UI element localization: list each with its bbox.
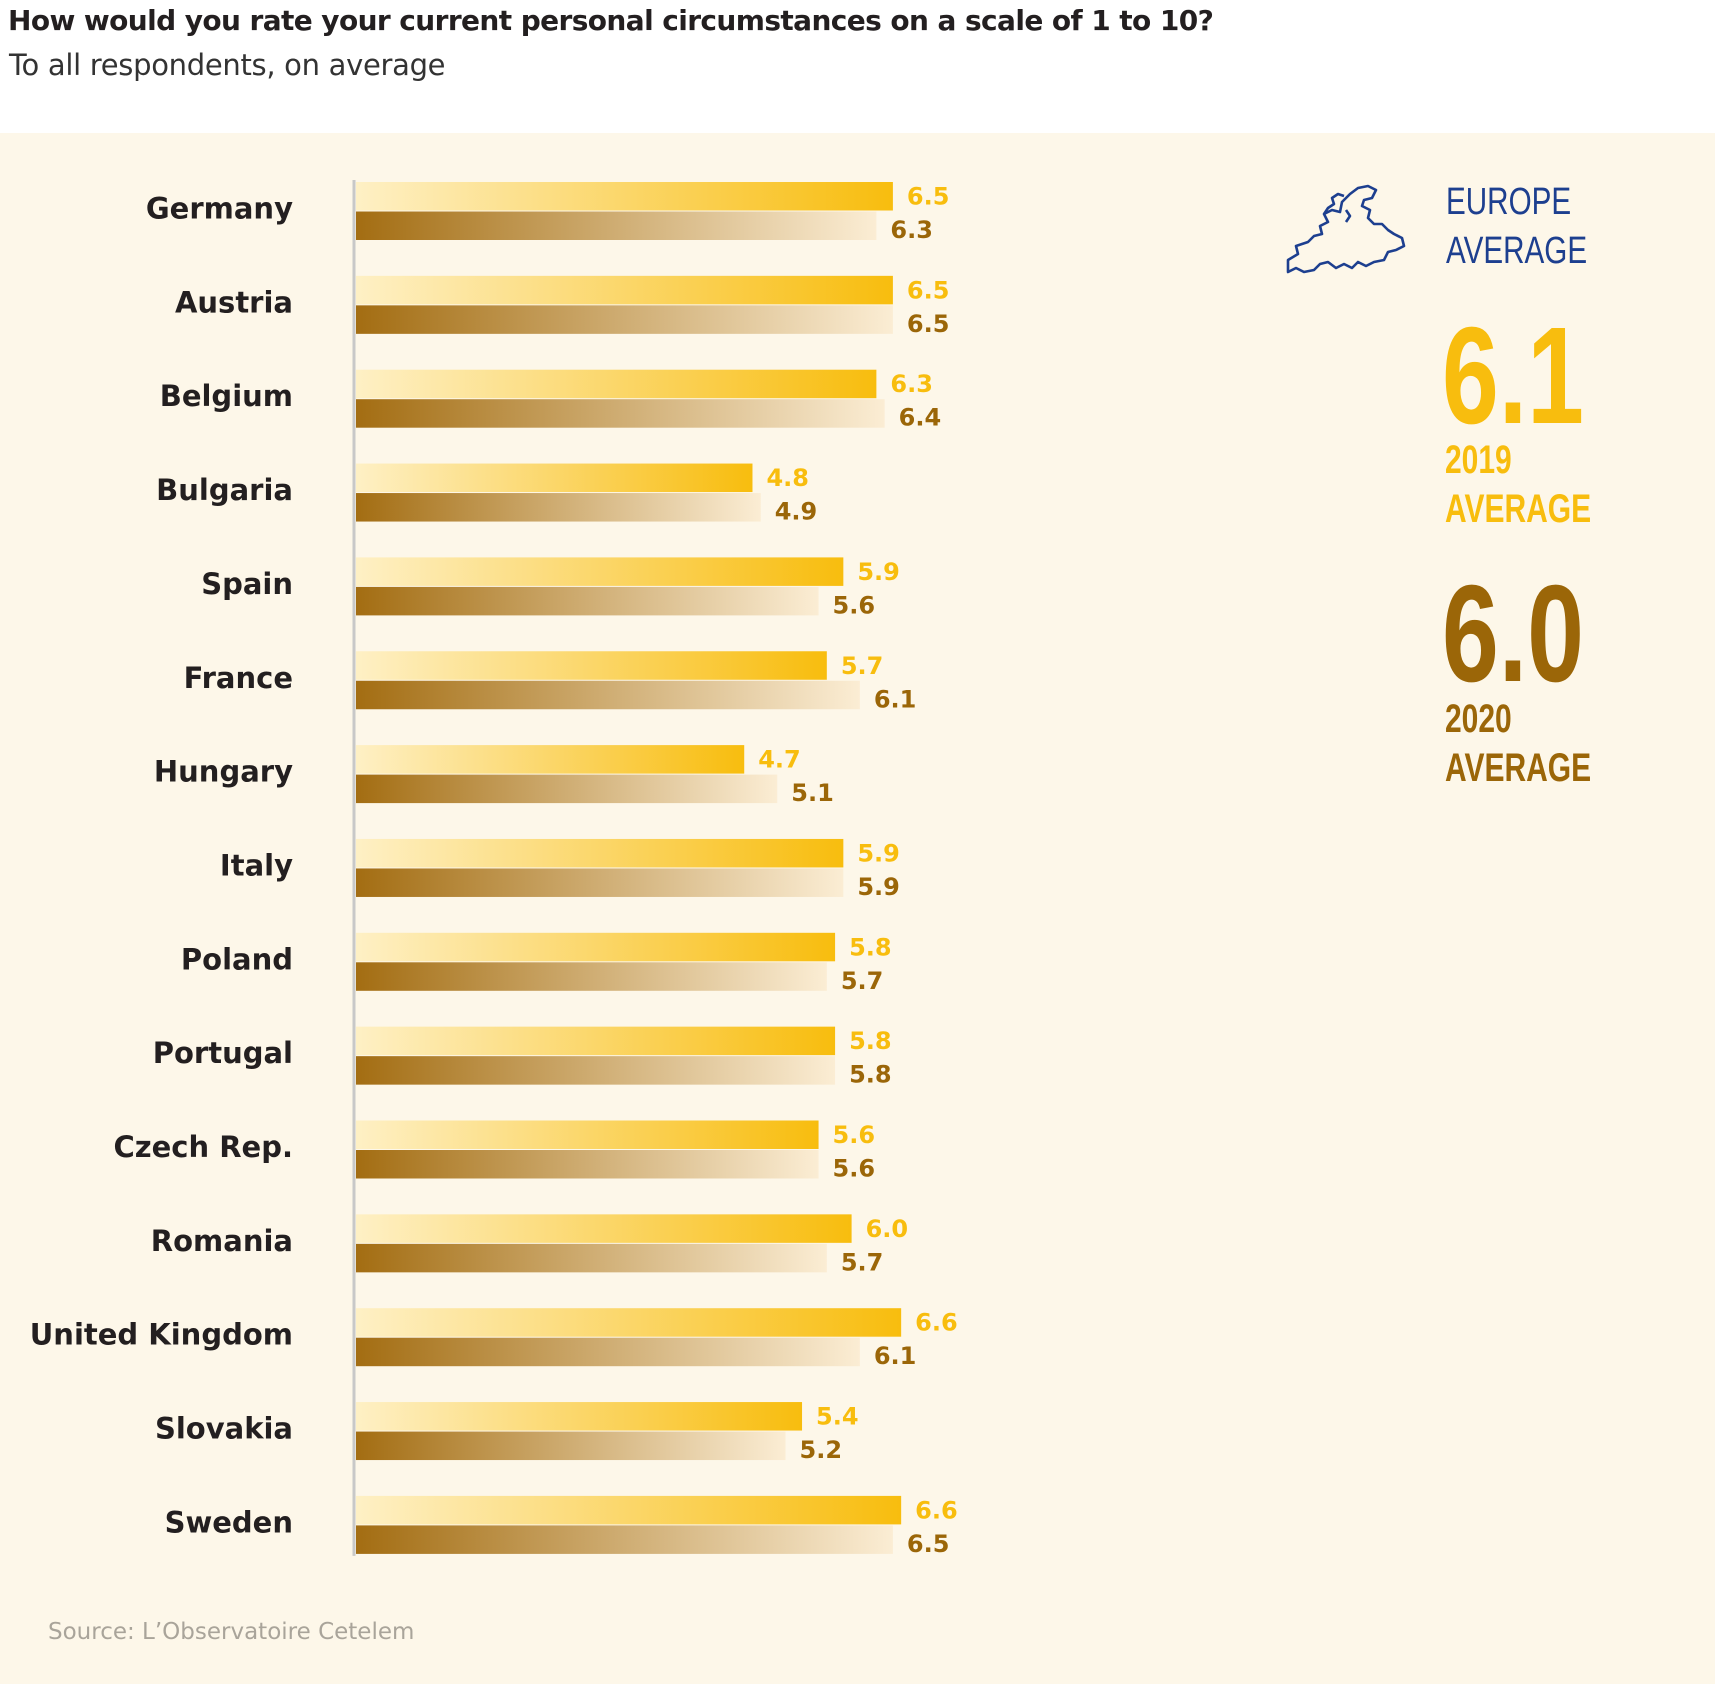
value-label-2020: 6.3 <box>890 216 933 244</box>
category-label: France <box>184 661 293 695</box>
value-label-2020: 6.1 <box>874 1342 917 1370</box>
bar-2019 <box>356 557 844 586</box>
value-label-2020: 5.7 <box>841 1248 884 1276</box>
value-label-2019: 5.9 <box>857 839 900 867</box>
bar-2019 <box>356 651 827 680</box>
category-label: Romania <box>151 1224 293 1258</box>
bar-2020 <box>356 1431 786 1461</box>
value-label-2020: 5.1 <box>791 779 834 807</box>
bar-2019 <box>356 838 844 868</box>
bar-2020 <box>356 1243 827 1273</box>
average-2020-value: 6.0 <box>1442 557 1584 711</box>
value-label-2020: 6.1 <box>874 685 917 713</box>
category-label: Italy <box>220 848 293 882</box>
value-label-2020: 5.6 <box>833 591 876 619</box>
value-label-2020: 6.5 <box>907 310 950 338</box>
category-label: Germany <box>146 192 293 226</box>
source-note: Source: L’Observatoire Cetelem <box>48 1619 415 1645</box>
bar-2019 <box>356 1120 819 1149</box>
category-label: Sweden <box>165 1505 293 1539</box>
value-label-2019: 5.7 <box>841 652 884 680</box>
chart-title: How would you rate your current personal… <box>8 4 1214 37</box>
value-label-2020: 4.9 <box>775 498 818 526</box>
bar-2019 <box>356 1402 803 1431</box>
bar-2019 <box>356 1308 902 1337</box>
bar-2020 <box>356 305 893 334</box>
bar-2019 <box>356 1495 902 1525</box>
bar-2020 <box>356 399 885 428</box>
value-label-2019: 6.5 <box>907 276 950 304</box>
bar-2019 <box>356 1026 836 1056</box>
value-label-2019: 6.0 <box>866 1215 909 1243</box>
value-label-2020: 5.8 <box>849 1061 892 1089</box>
value-label-2019: 5.8 <box>849 933 892 961</box>
value-label-2019: 4.7 <box>758 746 801 774</box>
value-label-2020: 5.9 <box>857 873 900 901</box>
europe-average-heading: EUROPE AVERAGE <box>1446 181 1588 272</box>
value-label-2020: 5.2 <box>800 1436 843 1464</box>
value-label-2019: 5.8 <box>849 1027 892 1055</box>
value-label-2019: 5.6 <box>833 1121 876 1149</box>
bar-2019 <box>356 182 893 211</box>
category-label: Austria <box>175 285 293 319</box>
bar-2019 <box>356 932 836 962</box>
bar-2019 <box>356 1214 852 1243</box>
average-2019-value: 6.1 <box>1442 299 1584 453</box>
value-label-2020: 6.4 <box>899 404 942 432</box>
average-2019-label: 2019 AVERAGE <box>1445 438 1592 531</box>
value-label-2019: 6.5 <box>907 183 950 211</box>
value-label-2019: 6.6 <box>915 1496 958 1524</box>
average-2020-label: 2020 AVERAGE <box>1445 697 1592 790</box>
value-label-2020: 5.6 <box>833 1155 876 1183</box>
category-label: United Kingdom <box>30 1318 293 1352</box>
bar-2020 <box>356 868 844 897</box>
value-label-2019: 5.9 <box>857 558 900 586</box>
chart-subtitle: To all respondents, on average <box>9 48 446 82</box>
bar-2020 <box>356 680 860 710</box>
bar-2020 <box>356 586 819 616</box>
value-label-2019: 4.8 <box>766 464 809 492</box>
bar-2020 <box>356 774 778 804</box>
value-label-2019: 6.6 <box>915 1309 958 1337</box>
category-label: Slovakia <box>155 1412 293 1446</box>
category-label: Belgium <box>160 379 293 413</box>
category-label: Portugal <box>153 1036 293 1070</box>
value-label-2019: 5.4 <box>816 1403 859 1431</box>
category-label: Hungary <box>154 755 293 789</box>
value-label-2020: 6.5 <box>907 1530 950 1558</box>
bar-2020 <box>356 1150 819 1179</box>
bar-2019 <box>356 745 745 774</box>
bar-2020 <box>356 493 761 522</box>
bar-2020 <box>356 1525 893 1554</box>
europe-map-icon <box>1286 184 1406 274</box>
europe-average-panel: EUROPE AVERAGE 6.1 2019 AVERAGE 6.0 2020… <box>1280 172 1700 812</box>
category-label: Spain <box>201 567 293 601</box>
category-label: Bulgaria <box>156 473 293 507</box>
category-label: Czech Rep. <box>113 1130 293 1164</box>
bar-2020 <box>356 962 827 991</box>
bar-2019 <box>356 463 753 493</box>
bar-2019 <box>356 275 893 305</box>
value-label-2020: 5.7 <box>841 967 884 995</box>
bar-2020 <box>356 1337 860 1367</box>
bar-2019 <box>356 369 877 399</box>
bar-2020 <box>356 1056 836 1085</box>
value-label-2019: 6.3 <box>890 370 933 398</box>
category-label: Poland <box>181 942 293 976</box>
bar-2020 <box>356 211 877 240</box>
